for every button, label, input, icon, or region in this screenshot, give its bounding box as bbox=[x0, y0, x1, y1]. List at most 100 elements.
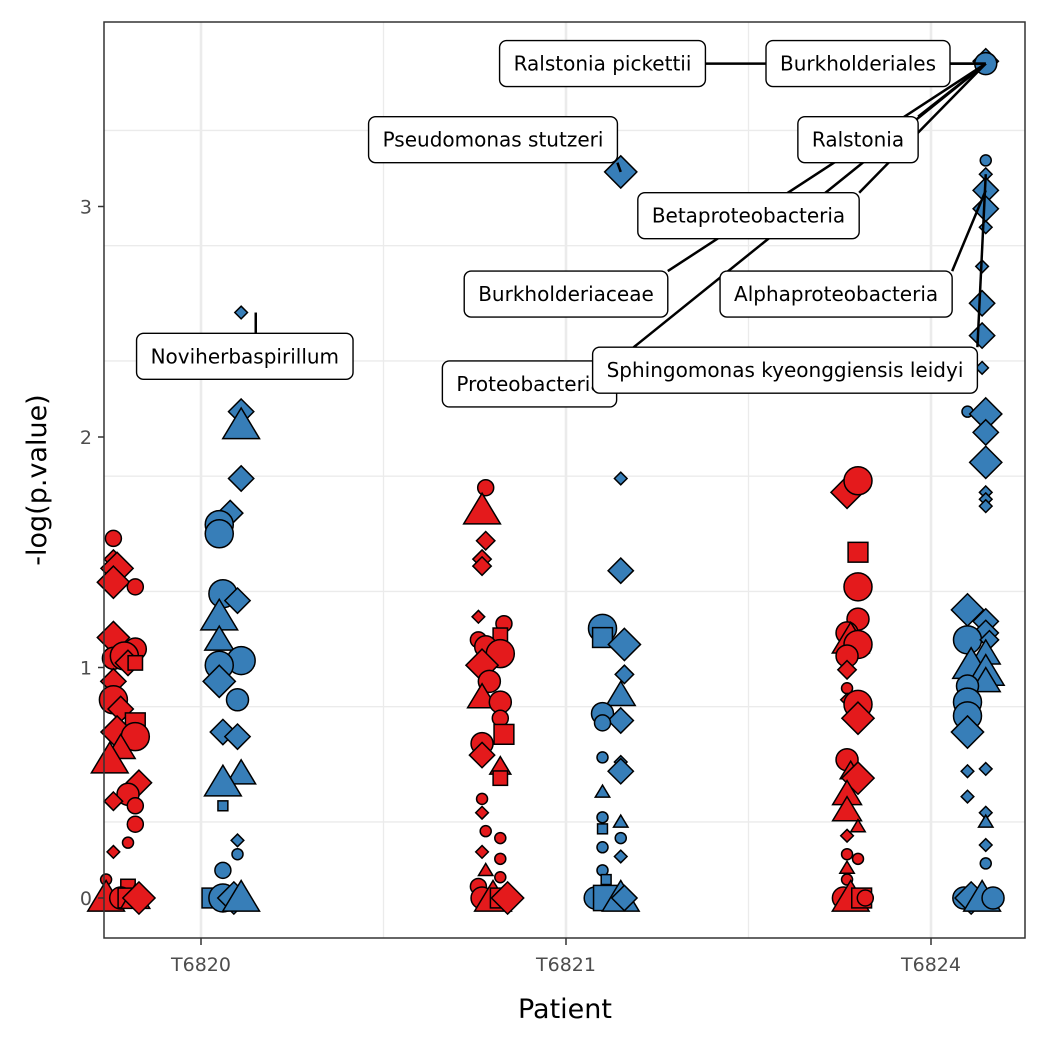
data-point-diamond bbox=[960, 789, 975, 804]
annotation-label-text: Sphingomonas kyeonggiensis leidyi bbox=[607, 358, 964, 382]
data-point-square bbox=[493, 723, 515, 745]
data-point-diamond bbox=[614, 664, 635, 685]
data-point-circle bbox=[593, 714, 612, 732]
data-point-diamond bbox=[968, 445, 1003, 480]
data-point-diamond bbox=[490, 880, 525, 916]
data-point-circle bbox=[476, 478, 495, 497]
data-point-circle bbox=[126, 578, 145, 596]
data-point-circle bbox=[479, 824, 492, 838]
data-point-diamond bbox=[233, 305, 249, 320]
annotation-labels: Ralstonia pickettii Burkholderiales Pseudo… bbox=[135, 39, 987, 408]
axes: 0 1 2 3 T6820 T6821 T6824 bbox=[80, 197, 961, 977]
data-point-triangle bbox=[221, 406, 261, 440]
annotation-label-text: Noviherbaspirillum bbox=[151, 344, 339, 368]
annotation-leader-line bbox=[858, 62, 987, 194]
data-point-diamond bbox=[223, 722, 252, 751]
data-point-circle bbox=[856, 889, 875, 907]
data-point-diamond bbox=[230, 832, 245, 848]
data-point-circle bbox=[843, 466, 873, 496]
data-point-triangle bbox=[612, 813, 630, 828]
y-tick-label: 1 bbox=[80, 658, 92, 680]
data-point-circle bbox=[979, 857, 992, 870]
panel-border bbox=[103, 21, 1026, 939]
data-point-triangle bbox=[838, 859, 856, 874]
annotation-label-box bbox=[463, 270, 669, 318]
data-point-circle bbox=[494, 852, 507, 866]
x-tick-label: T6821 bbox=[535, 954, 596, 976]
annotation-label-text: Betaproteobacteria bbox=[652, 204, 845, 228]
annotation-label-box bbox=[498, 39, 707, 88]
x-axis-title: Patient bbox=[518, 994, 612, 1025]
data-point-diamond bbox=[613, 849, 629, 864]
data-point-diamond bbox=[613, 471, 629, 486]
data-point-triangle bbox=[593, 783, 612, 798]
annotation-leader-line bbox=[616, 162, 622, 173]
data-point-square bbox=[847, 541, 869, 563]
data-point-diamond bbox=[103, 790, 124, 812]
data-point-circle bbox=[204, 519, 234, 549]
annotation-leader-line bbox=[976, 174, 987, 348]
data-point-diamond bbox=[972, 418, 1000, 447]
data-point-diamond bbox=[607, 757, 635, 785]
annotation-label-box bbox=[765, 39, 951, 88]
y-axis-title: -log(p.value) bbox=[22, 394, 53, 565]
annotation-label-text: Ralstonia bbox=[812, 128, 904, 152]
data-point-diamond bbox=[978, 761, 994, 777]
annotation-label-box bbox=[797, 115, 919, 164]
data-point-triangle bbox=[477, 862, 495, 877]
data-point-diamond bbox=[607, 627, 642, 662]
data-point-diamond bbox=[471, 609, 486, 625]
data-point-triangle bbox=[849, 818, 867, 833]
data-point-circle bbox=[596, 751, 609, 764]
data-point-circle bbox=[596, 811, 609, 824]
y-tick-label: 0 bbox=[80, 888, 92, 910]
data-point-circle bbox=[596, 841, 609, 854]
data-point-circle bbox=[126, 815, 145, 833]
data-point-circle bbox=[614, 831, 627, 845]
annotation-label-box bbox=[135, 332, 354, 381]
annotation-label-text: Ralstonia pickettii bbox=[514, 52, 692, 76]
data-point-diamond bbox=[209, 718, 237, 746]
data-point-triangle bbox=[604, 679, 637, 707]
x-tick-label: T6820 bbox=[170, 954, 231, 976]
annotation-label-box bbox=[367, 115, 619, 164]
data-point-circle bbox=[981, 886, 1005, 910]
data-point-diamond bbox=[607, 556, 635, 585]
data-point-circle bbox=[214, 861, 232, 880]
y-tick-label: 2 bbox=[80, 427, 92, 449]
data-point-circle bbox=[843, 572, 873, 602]
data-point-diamond bbox=[202, 664, 237, 699]
data-point-diamond bbox=[227, 464, 255, 493]
annotation-leader-line bbox=[950, 189, 987, 272]
data-point-diamond bbox=[839, 828, 855, 844]
data-point-circle bbox=[126, 797, 145, 815]
data-point-circle bbox=[104, 529, 123, 548]
data-point-triangle bbox=[203, 624, 236, 651]
data-point-diamond bbox=[471, 555, 493, 577]
data-point-triangle bbox=[977, 813, 995, 828]
data-point-diamond bbox=[978, 837, 994, 853]
data-point-square bbox=[127, 654, 144, 671]
data-point-circle bbox=[952, 625, 983, 655]
data-point-square bbox=[591, 626, 614, 649]
annotation-label-text: Burkholderiaceae bbox=[478, 282, 654, 306]
data-point-circle bbox=[840, 847, 854, 861]
data-point-diamond bbox=[468, 741, 496, 769]
data-point-diamond bbox=[968, 289, 996, 318]
data-point-circle bbox=[121, 836, 135, 849]
data-point-diamond bbox=[96, 565, 131, 600]
data-point-diamond bbox=[121, 880, 157, 916]
data-point-circle bbox=[851, 852, 865, 866]
data-point-square bbox=[217, 800, 229, 812]
data-point-diamond bbox=[223, 586, 252, 615]
annotation-label-text: Pseudomonas stutzeri bbox=[383, 128, 604, 152]
data-point-circle bbox=[231, 847, 244, 861]
data-point-circle bbox=[494, 831, 507, 845]
data-point-square bbox=[600, 873, 612, 886]
data-point-circle bbox=[225, 688, 250, 712]
x-tick-label: T6824 bbox=[900, 954, 961, 976]
data-point-triangle bbox=[203, 763, 243, 797]
data-point-circle bbox=[979, 154, 992, 167]
data-point-diamond bbox=[950, 714, 985, 750]
